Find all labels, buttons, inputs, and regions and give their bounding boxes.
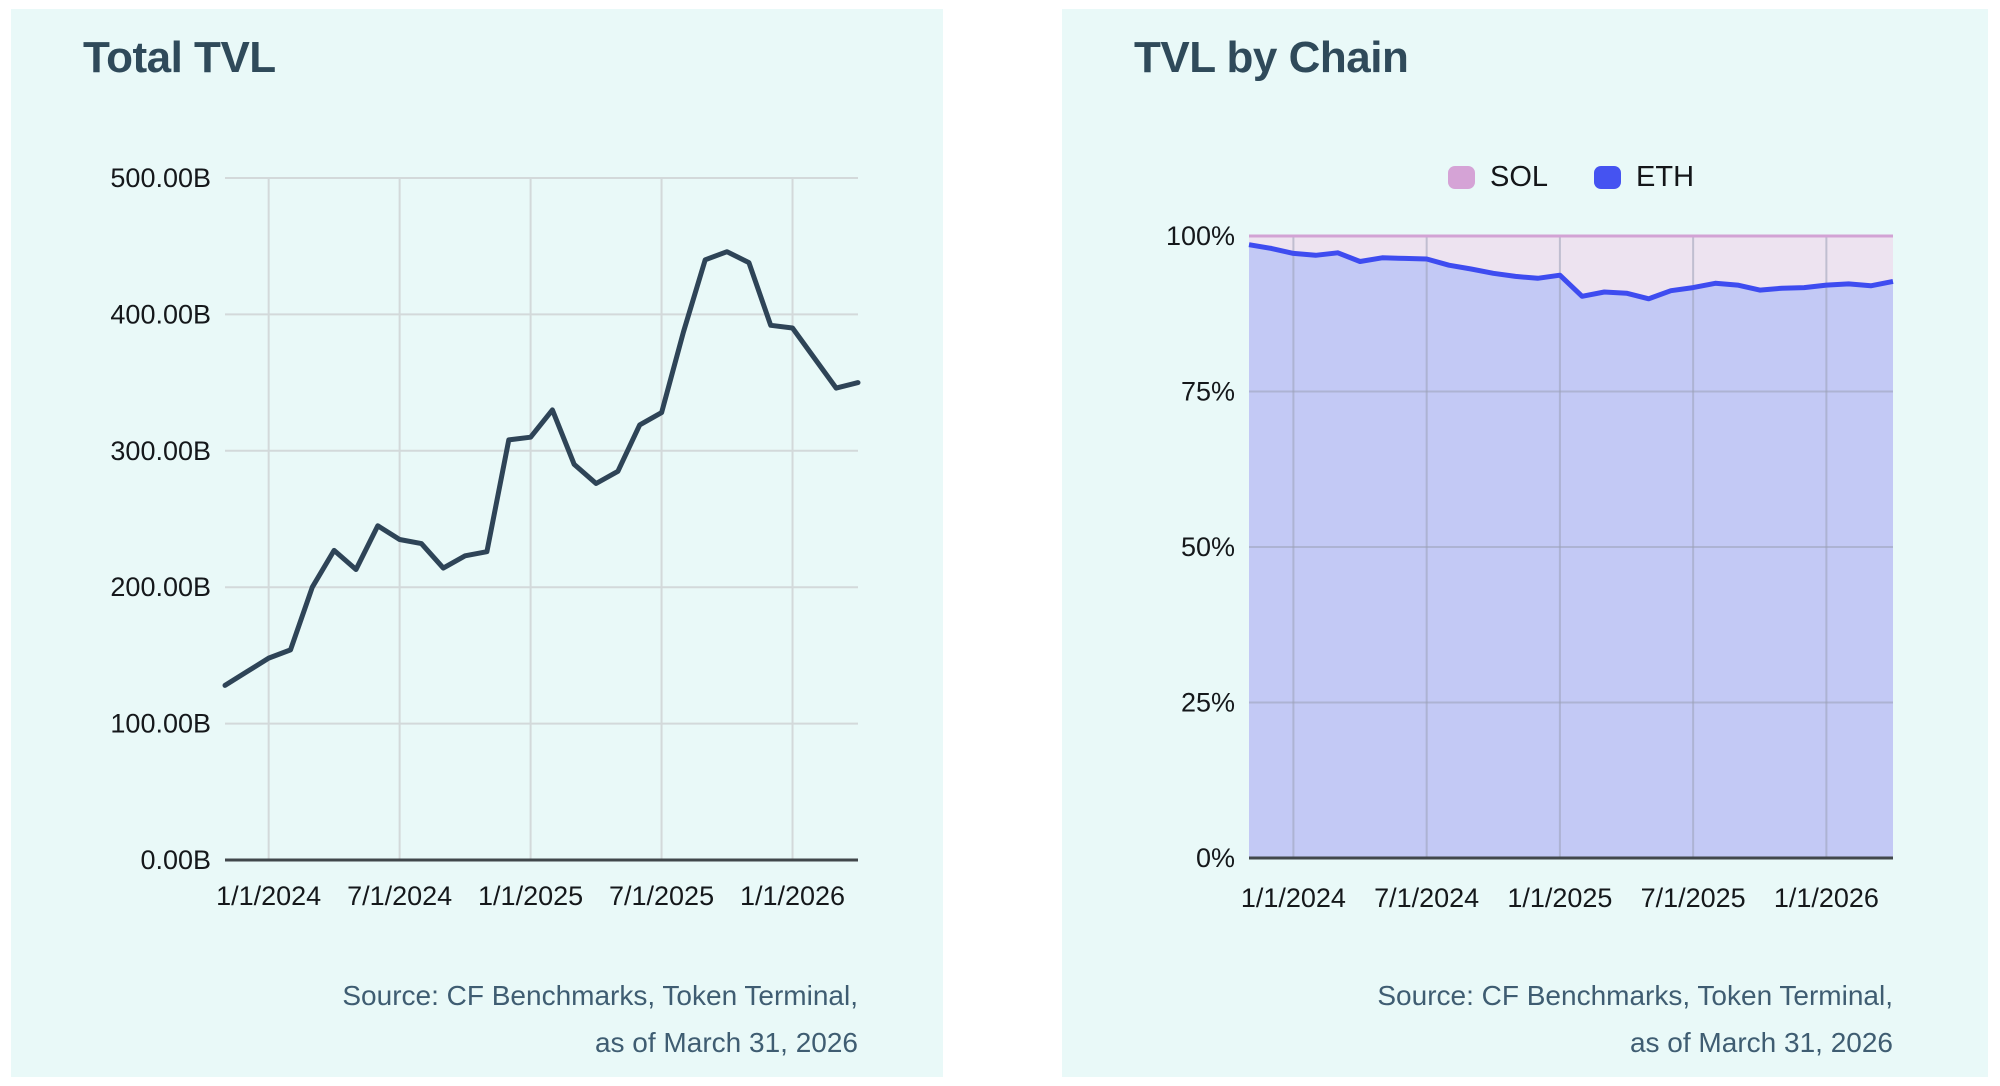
x-tick-label: 1/1/2025 bbox=[478, 881, 583, 911]
total-tvl-panel: 500.00B 400.00B 300.00B 200.00B 100.00B 0.00B… bbox=[11, 9, 943, 1077]
x-tick-label: 7/1/2024 bbox=[1374, 883, 1479, 913]
x-axis-labels: 1/1/2024 7/1/2024 1/1/2025 7/1/2025 1/1/2026 bbox=[1241, 883, 1879, 913]
total-tvl-series-line bbox=[222, 249, 861, 688]
total-tvl-chart: 500.00B 400.00B 300.00B 200.00B 100.00B 0.00B… bbox=[110, 163, 861, 911]
y-axis-labels: 500.00B 400.00B 300.00B 200.00B 100.00B 0.00B bbox=[110, 163, 211, 875]
source-note: Source: CF Benchmarks, Token Terminal, a… bbox=[1377, 972, 1893, 1066]
x-tick-label: 7/1/2025 bbox=[609, 881, 714, 911]
x-tick-label: 1/1/2024 bbox=[216, 881, 321, 911]
x-tick-label: 1/1/2025 bbox=[1507, 883, 1612, 913]
gridlines bbox=[1249, 236, 1893, 858]
source-line-1: Source: CF Benchmarks, Token Terminal, bbox=[342, 980, 858, 1011]
x-tick-label: 7/1/2025 bbox=[1641, 883, 1746, 913]
chart-title-total-tvl: Total TVL bbox=[83, 33, 276, 82]
y-tick-label: 100.00B bbox=[110, 709, 211, 739]
y-axis-labels: 100% 75% 50% 25% 0% bbox=[1166, 221, 1235, 873]
y-tick-label: 200.00B bbox=[110, 572, 211, 602]
eth-swatch-icon bbox=[1594, 166, 1622, 189]
chart-title-tvl-by-chain: TVL by Chain bbox=[1134, 33, 1409, 82]
x-tick-label: 1/1/2024 bbox=[1241, 883, 1346, 913]
chart-legend: SOL ETH bbox=[1249, 161, 1893, 194]
legend-label-eth: ETH bbox=[1636, 161, 1695, 193]
source-line-2: as of March 31, 2026 bbox=[594, 1027, 858, 1058]
legend-item-sol[interactable]: SOL bbox=[1447, 161, 1549, 194]
y-tick-label: 25% bbox=[1181, 688, 1235, 718]
source-line-2: as of March 31, 2026 bbox=[1629, 1027, 1893, 1058]
gridlines bbox=[225, 177, 858, 860]
legend-label-sol: SOL bbox=[1489, 161, 1549, 193]
y-tick-label: 0% bbox=[1196, 843, 1235, 873]
tvl-by-chain-chart: 100% 75% 50% 25% 0%1/1/2024 7/1/2024 1/1/2025 7… bbox=[1166, 221, 1894, 913]
x-tick-label: 1/1/2026 bbox=[1774, 883, 1879, 913]
eth-area bbox=[1249, 244, 1893, 858]
y-tick-label: 400.00B bbox=[110, 299, 211, 329]
source-line-1: Source: CF Benchmarks, Token Terminal, bbox=[1377, 980, 1893, 1011]
eth-share-line bbox=[1248, 242, 1894, 302]
y-tick-label: 100% bbox=[1166, 221, 1235, 251]
y-tick-label: 500.00B bbox=[110, 163, 211, 193]
legend-item-eth[interactable]: ETH bbox=[1594, 161, 1694, 194]
y-tick-label: 50% bbox=[1181, 532, 1235, 562]
x-axis-labels: 1/1/2024 7/1/2024 1/1/2025 7/1/2025 1/1/2026 bbox=[216, 881, 845, 911]
x-tick-label: 1/1/2026 bbox=[740, 881, 845, 911]
x-tick-label: 7/1/2024 bbox=[347, 881, 452, 911]
y-tick-label: 75% bbox=[1181, 377, 1235, 407]
sol-swatch-icon bbox=[1447, 166, 1475, 189]
tvl-by-chain-panel: 100% 75% 50% 25% 0% 1/1/2024 7/1/2024 1/1/2025 7… bbox=[1062, 9, 1988, 1077]
source-note: Source: CF Benchmarks, Token Terminal, a… bbox=[342, 972, 858, 1066]
y-tick-label: 300.00B bbox=[110, 436, 211, 466]
y-tick-label: 0.00B bbox=[140, 845, 211, 875]
